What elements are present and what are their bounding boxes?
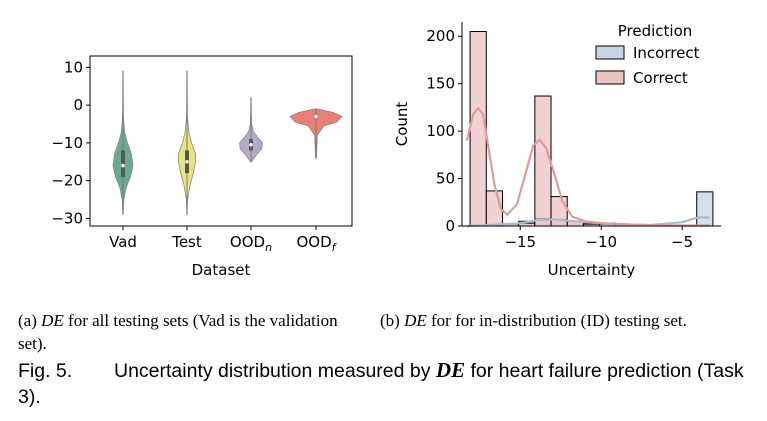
subcaption-b-prefix: (b): [380, 311, 405, 330]
violin-median: [121, 163, 125, 168]
x-tick-label: −10: [585, 233, 617, 251]
figure-caption-text: Uncertainty distribution measured by: [114, 360, 436, 382]
histogram-chart: 0 50 100 150 200 −15 −10 −5 Uncertainty Count Pred…: [393, 22, 721, 279]
x-axis-label: Uncertainty: [548, 261, 636, 279]
figure-caption-math: DE: [435, 358, 466, 382]
histogram-bar: [696, 191, 714, 227]
legend-swatch: [595, 70, 625, 85]
y-tick-label: 100: [426, 122, 455, 140]
violin-median: [314, 114, 318, 119]
figure-label: Fig. 5.: [18, 360, 73, 382]
histogram-bar: [469, 30, 487, 227]
x-axis-label: Dataset: [192, 261, 251, 279]
histogram-bar: [550, 196, 568, 227]
subcaption-b-text: for for in-distribution (ID) testing set…: [426, 311, 687, 330]
subcaption-b-math: DE: [404, 311, 427, 330]
subcaption-a: (a) DE for all testing sets (Vad is the …: [18, 309, 370, 355]
y-tick-label: 150: [426, 75, 455, 93]
y-tick-label: 50: [436, 170, 455, 188]
violin-chart: 10 0 −10 −20 −30 Vad Test OODn OODf Dataset: [51, 55, 353, 279]
figure-caption-text-end: for heart failure prediction (Task 3).: [18, 360, 744, 408]
x-tick-subscript: n: [265, 241, 272, 254]
legend-label: Incorrect: [633, 44, 700, 62]
legend-label: Correct: [633, 69, 688, 87]
y-tick-label: −20: [51, 172, 83, 190]
y-tick-label: 200: [426, 27, 455, 45]
y-tick-label: 0: [445, 217, 455, 235]
subcaption-a-text: for all testing sets (Vad is the validat…: [18, 311, 338, 353]
subcaption-b: (b) DE for for in-distribution (ID) test…: [380, 309, 752, 332]
x-tick-label: Test: [171, 233, 202, 251]
x-tick-label: OODn: [230, 233, 272, 254]
histogram-bar: [534, 95, 552, 227]
x-tick-label: OODf: [296, 233, 337, 254]
y-tick-label: 0: [73, 96, 83, 114]
subcaption-a-prefix: (a): [18, 311, 42, 330]
violin-median: [249, 142, 253, 147]
x-tick-label: −5: [671, 233, 693, 251]
x-tick-label: Vad: [109, 233, 137, 251]
subcaption-a-math: DE: [41, 311, 64, 330]
legend-swatch: [595, 45, 625, 60]
legend: Prediction Incorrect Correct: [595, 22, 700, 87]
figure-caption: Fig. 5. Uncertainty distribution measured…: [18, 357, 758, 410]
y-tick-label: 10: [64, 58, 83, 76]
plot-frame: [89, 55, 353, 227]
violin-median: [185, 159, 189, 164]
y-tick-label: −30: [51, 209, 83, 227]
x-tick-subscript: f: [332, 241, 338, 254]
kde-line: [465, 106, 710, 227]
x-tick-label: −15: [504, 233, 536, 251]
y-axis-label: Count: [393, 102, 411, 147]
legend-title: Prediction: [618, 22, 693, 40]
y-tick-label: −10: [51, 134, 83, 152]
